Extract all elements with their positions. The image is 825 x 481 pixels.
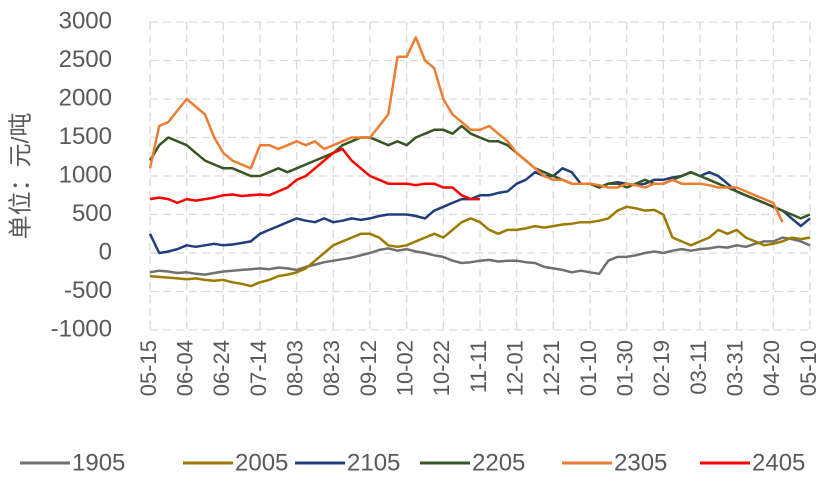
x-tick-label: 05-10: [796, 340, 821, 396]
y-tick-label: 0: [99, 238, 112, 265]
y-tick-label: -500: [64, 277, 112, 304]
series-line: [148, 124, 811, 220]
legend-label: 2305: [614, 449, 667, 476]
x-tick-label: 11-11: [466, 340, 491, 393]
series-line: [149, 147, 480, 205]
x-tick-label: 12-21: [539, 340, 564, 396]
series-line: [148, 36, 784, 223]
y-tick-label: -1000: [51, 315, 112, 342]
legend-label: 2105: [347, 449, 400, 476]
x-tick-label: 03-11: [686, 340, 711, 395]
legend-label: 2205: [472, 449, 525, 476]
legend-label: 2405: [752, 449, 805, 476]
x-tick-label: 06-24: [209, 340, 234, 396]
series-line: [149, 236, 811, 276]
x-tick-label: 01-30: [612, 340, 637, 396]
x-tick-label: 01-10: [576, 340, 601, 396]
x-tick-label: 09-12: [356, 340, 381, 396]
y-tick-label: 1000: [59, 161, 112, 188]
legend-label: 2005: [235, 449, 288, 476]
x-tick-label: 05-15: [136, 340, 161, 396]
legend-label: 1905: [72, 449, 125, 476]
series-line: [149, 205, 811, 288]
y-tick-label: 1500: [59, 123, 112, 150]
x-tick-label: 10-02: [392, 340, 417, 396]
x-tick-label: 02-19: [649, 340, 674, 396]
x-tick-label: 10-22: [429, 340, 454, 396]
y-axis-label: 单位：元/吨: [7, 113, 34, 240]
x-tick-label: 08-03: [282, 340, 307, 396]
x-tick-label: 08-23: [319, 340, 344, 396]
x-tick-label: 07-14: [246, 340, 271, 396]
y-tick-label: 500: [72, 200, 112, 227]
y-tick-label: 2500: [59, 46, 112, 73]
x-tick-label: 12-01: [502, 340, 527, 396]
x-tick-label: 06-04: [172, 340, 197, 396]
x-tick-label: 03-31: [722, 340, 747, 396]
y-tick-label: 3000: [59, 7, 112, 34]
x-tick-label: 04-20: [759, 340, 784, 396]
y-tick-label: 2000: [59, 84, 112, 111]
